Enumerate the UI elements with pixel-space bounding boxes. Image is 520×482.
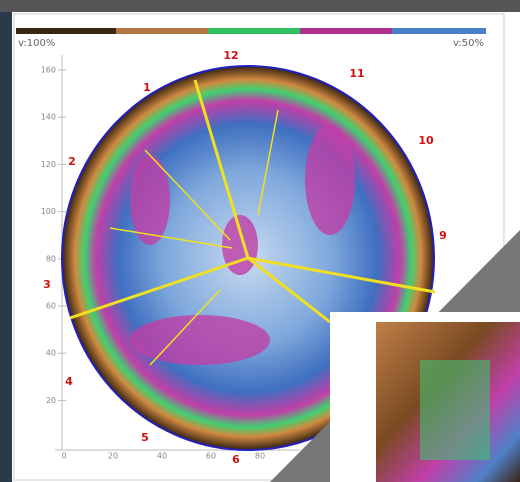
y-tick-label: 120 <box>41 160 56 169</box>
x-tick-label: 40 <box>157 452 167 461</box>
legend-swatch <box>392 28 486 34</box>
sector-label: 6 <box>232 453 240 466</box>
x-tick-label: 60 <box>206 452 216 461</box>
sector-label: 3 <box>43 278 51 291</box>
legend-right: v:50% <box>453 38 484 49</box>
legend-left: v:100% <box>18 38 55 49</box>
top-bar <box>0 0 520 12</box>
sector-label: 1 <box>143 81 151 94</box>
sector-label: 4 <box>65 375 73 388</box>
left-strip <box>0 12 12 482</box>
y-tick-label: 140 <box>41 113 56 122</box>
legend-swatch <box>116 28 208 34</box>
legend-swatch <box>300 28 392 34</box>
y-tick-label: 60 <box>46 302 56 311</box>
sector-label: 12 <box>223 49 238 62</box>
scan-patches <box>130 125 355 365</box>
sector-label: 10 <box>418 134 434 147</box>
x-tick-label: 0 <box>61 452 66 461</box>
y-tick-label: 40 <box>46 349 56 358</box>
sector-label: 2 <box>68 155 76 168</box>
sector-label: 9 <box>439 229 447 242</box>
legend-swatch <box>16 28 116 34</box>
sector-label: 5 <box>141 431 149 444</box>
sector-lines <box>69 79 436 366</box>
y-tick-label: 160 <box>41 66 56 75</box>
color-legend: v:100% v:50% <box>16 28 486 49</box>
sector-label: 11 <box>349 67 364 80</box>
x-tick-label: 80 <box>255 452 265 461</box>
y-tick-label: 20 <box>46 396 56 405</box>
inset-detail <box>420 360 490 460</box>
legend-swatch <box>208 28 300 34</box>
y-tick-label: 80 <box>46 254 56 263</box>
x-tick-label: 20 <box>108 452 118 461</box>
y-tick-label: 100 <box>41 207 56 216</box>
